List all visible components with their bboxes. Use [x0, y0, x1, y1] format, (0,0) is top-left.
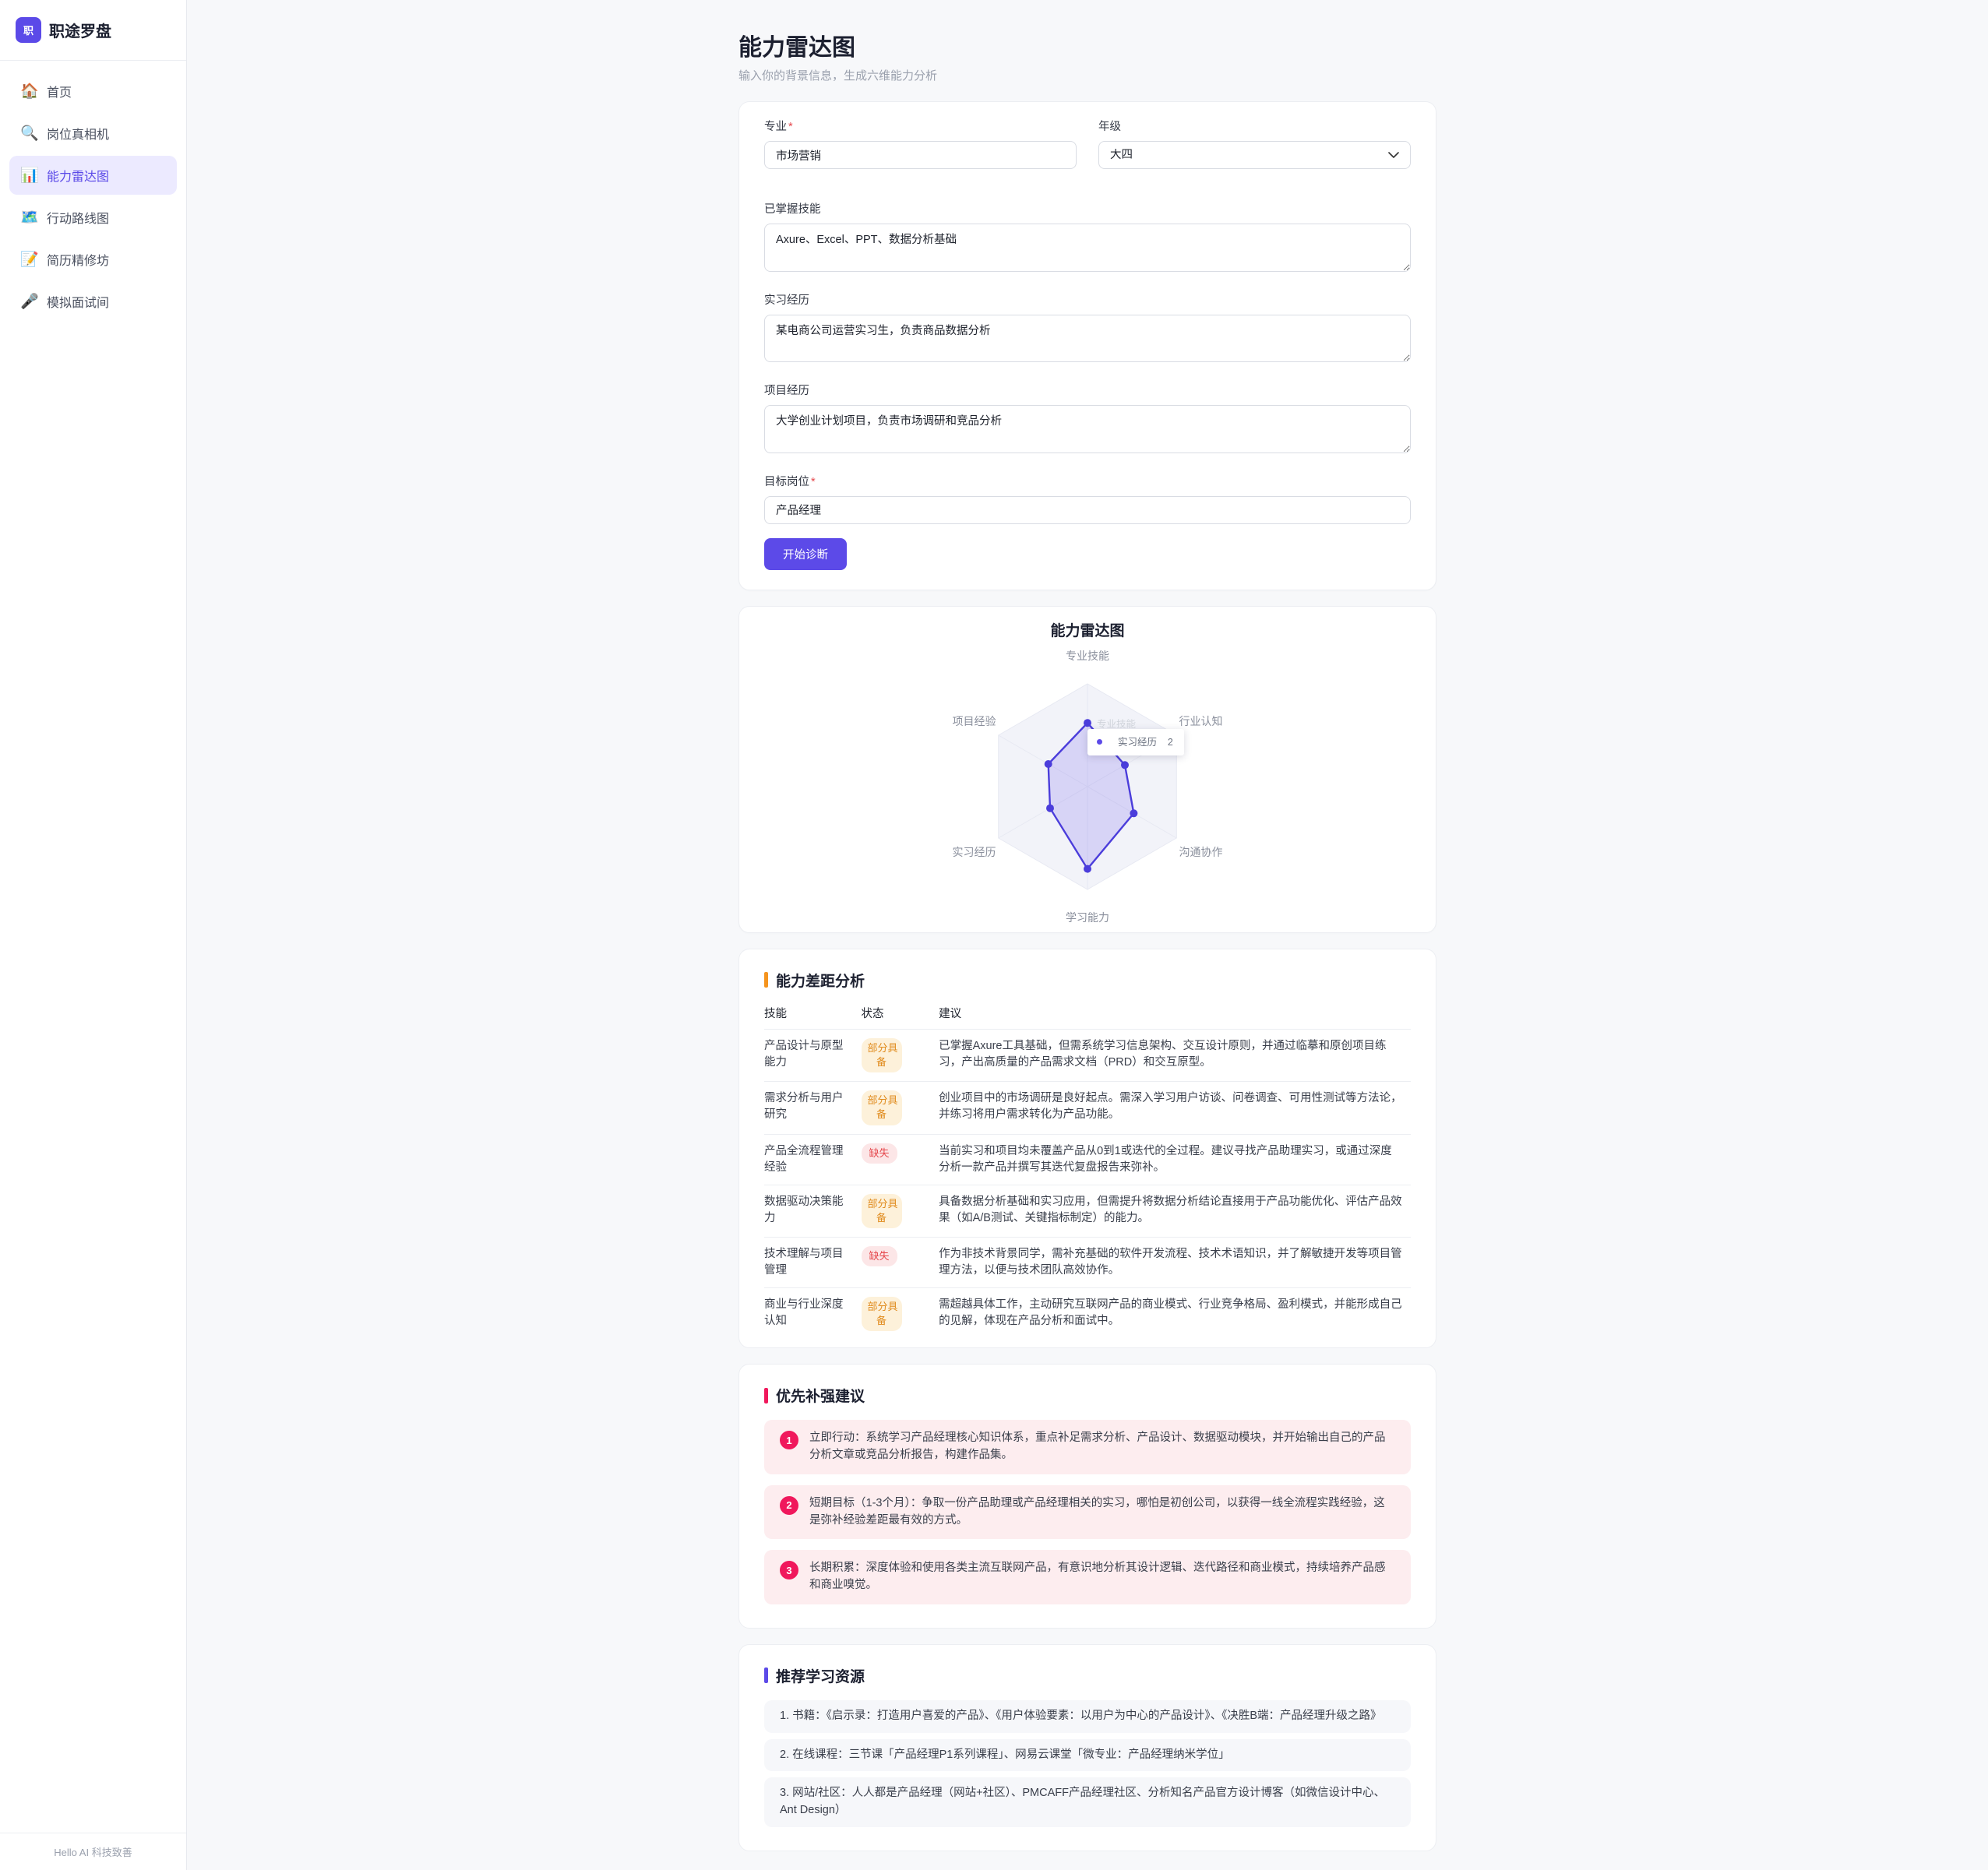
svg-text:行业认知: 行业认知 [1179, 715, 1223, 727]
svg-text:沟通协作: 沟通协作 [1179, 846, 1223, 858]
svg-text:专业技能: 专业技能 [1066, 650, 1109, 662]
svg-text:项目经验: 项目经验 [953, 715, 996, 727]
svg-text:实习经历: 实习经历 [953, 846, 996, 858]
svg-text:学习能力: 学习能力 [1066, 911, 1109, 924]
